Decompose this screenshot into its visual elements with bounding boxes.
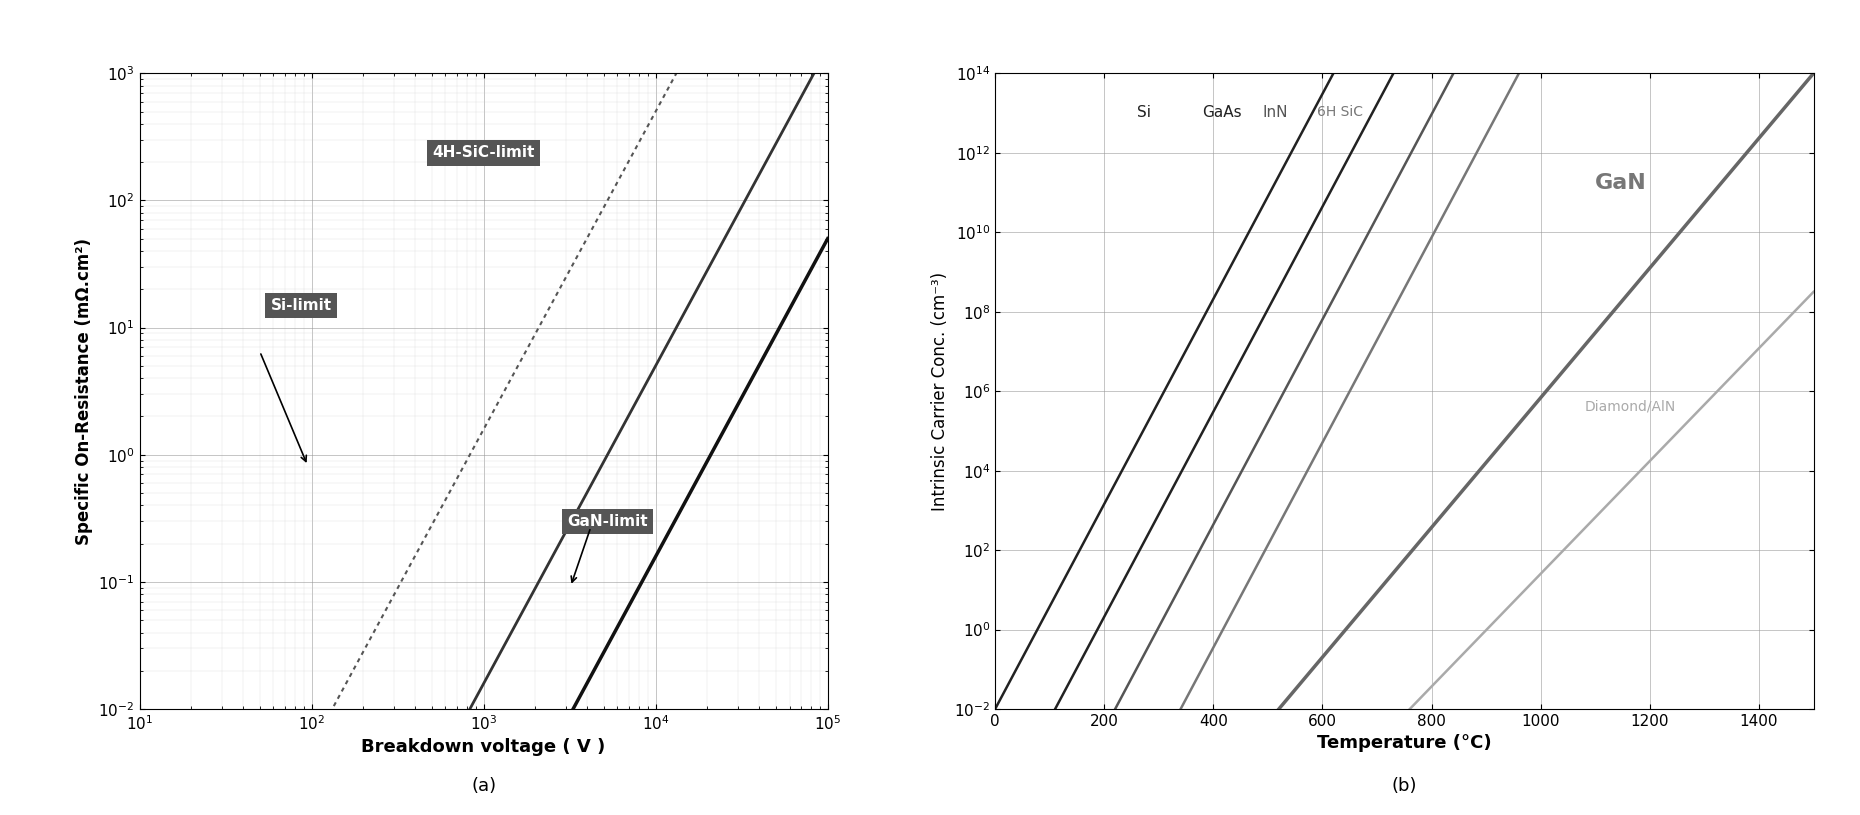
X-axis label: Breakdown voltage ( V ): Breakdown voltage ( V ) [361, 738, 606, 756]
Text: GaN-limit: GaN-limit [567, 514, 647, 529]
Text: GaN: GaN [1596, 173, 1646, 192]
Text: (b): (b) [1391, 777, 1417, 795]
Text: (a): (a) [471, 777, 497, 795]
Text: Si-limit: Si-limit [272, 297, 331, 313]
Text: InN: InN [1263, 105, 1287, 120]
Text: 4H-SiC-limit: 4H-SiC-limit [432, 145, 536, 161]
Y-axis label: Intrinsic Carrier Conc. (cm⁻³): Intrinsic Carrier Conc. (cm⁻³) [930, 271, 949, 511]
Y-axis label: Specific On-Resistance (mΩ.cm²): Specific On-Resistance (mΩ.cm²) [74, 238, 93, 544]
Text: Si: Si [1136, 105, 1151, 120]
Text: GaAs: GaAs [1202, 105, 1242, 120]
Text: 6H SiC: 6H SiC [1317, 105, 1363, 119]
Text: Diamond/AlN: Diamond/AlN [1585, 399, 1676, 413]
X-axis label: Temperature (°C): Temperature (°C) [1317, 734, 1492, 752]
